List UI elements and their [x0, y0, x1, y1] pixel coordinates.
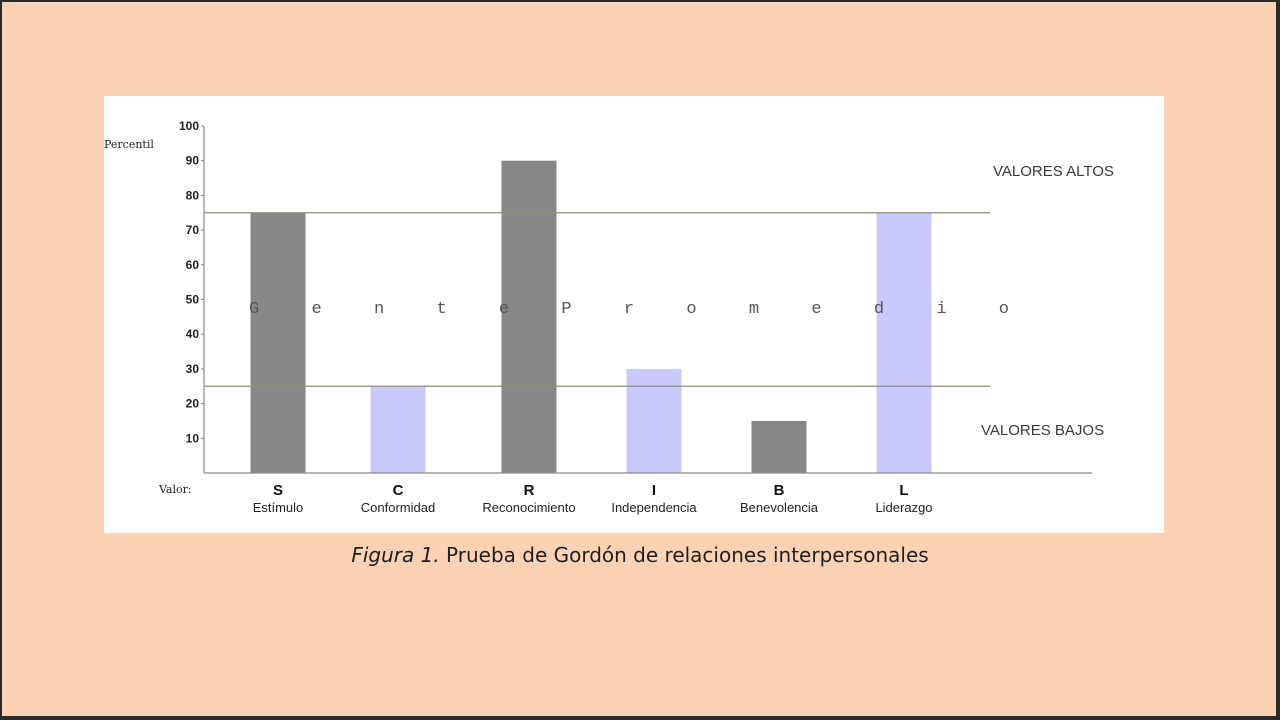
bar-i: [626, 368, 682, 473]
y-tick-label: 90: [186, 154, 200, 168]
valores-bajos-label: VALORES BAJOS: [981, 422, 1104, 439]
category-name: Benevolencia: [740, 500, 819, 515]
bar-s: [250, 212, 306, 473]
y-tick-label: 60: [186, 258, 200, 272]
figure-caption: Figura 1. Prueba de Gordón de relaciones…: [0, 543, 1280, 567]
bar-l: [876, 212, 932, 473]
category-code: R: [524, 482, 535, 499]
y-tick-label: 20: [186, 397, 200, 411]
y-tick-label: 10: [186, 431, 200, 445]
y-axis-label: Percentil: [104, 138, 154, 151]
gordon-bar-chart: 10 20 30 40 50 60 70 80 90 100 Percentil Valor: S…: [104, 119, 1114, 515]
category-code: I: [652, 482, 656, 499]
y-tick-label: 50: [186, 293, 200, 307]
category-name: Reconocimiento: [482, 500, 575, 515]
bar-c: [370, 386, 426, 473]
category-code: L: [899, 482, 908, 499]
bar-r: [501, 160, 557, 473]
category-code: S: [273, 482, 283, 499]
y-tick-label: 40: [186, 327, 200, 341]
y-tick-label: 100: [179, 119, 199, 133]
category-name: Conformidad: [361, 500, 435, 515]
category-name: Liderazgo: [875, 500, 932, 515]
y-tick-label: 70: [186, 223, 200, 237]
bar-b: [751, 420, 807, 473]
category-name: Estímulo: [253, 500, 304, 515]
category-code: B: [774, 482, 785, 499]
gente-promedio-label: G e n t e P r o m e d i o: [249, 300, 1009, 319]
chart-panel: 10 20 30 40 50 60 70 80 90 100 Percentil Valor: S…: [104, 96, 1164, 533]
y-tick-label: 80: [186, 188, 200, 202]
figure-label: Figura 1.: [351, 543, 440, 567]
caption-text: Prueba de Gordón de relaciones interpers…: [439, 543, 929, 567]
valores-altos-label: VALORES ALTOS: [993, 163, 1114, 180]
category-code: C: [393, 482, 404, 499]
y-tick-label: 30: [186, 362, 200, 376]
category-name: Independencia: [611, 500, 697, 515]
x-axis-label: Valor:: [158, 483, 192, 496]
